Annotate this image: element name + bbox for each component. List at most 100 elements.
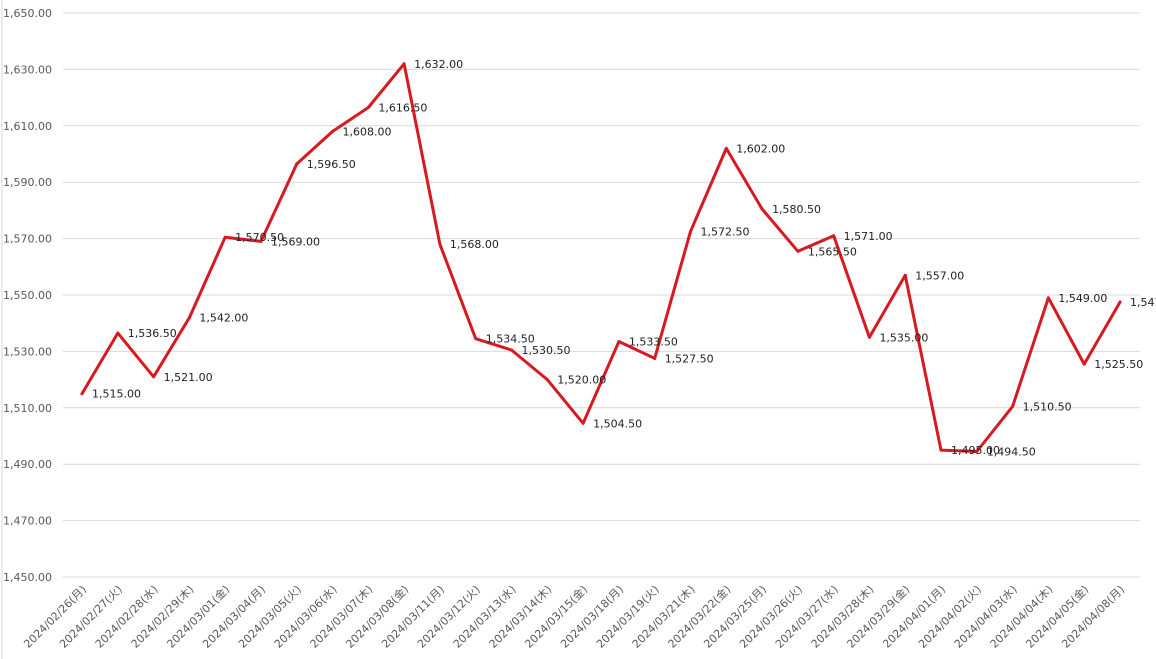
y-tick-label: 1,450.00 xyxy=(3,571,52,584)
data-label: 1,520.00 xyxy=(557,374,606,387)
x-tick-label: 2024/04/05(金) xyxy=(1023,582,1092,651)
data-point xyxy=(402,62,406,66)
series-line xyxy=(80,62,1122,453)
x-tick-label: 2024/04/01(月) xyxy=(880,583,948,651)
x-tick-label: 2024/03/19(火) xyxy=(594,583,662,651)
data-point xyxy=(653,356,657,360)
x-tick-label: 2024/02/29(木) xyxy=(129,583,197,651)
data-label: 1,533.50 xyxy=(629,336,678,349)
data-label: 1,494.50 xyxy=(987,446,1036,459)
data-label: 1,572.50 xyxy=(700,226,749,239)
x-tick-label: 2024/03/08(金) xyxy=(343,582,412,651)
data-point xyxy=(223,235,227,239)
gridlines xyxy=(63,12,1140,578)
data-label: 1,608.00 xyxy=(343,125,392,138)
x-tick-label: 2024/03/21(木) xyxy=(630,583,698,651)
y-tick-label: 1,650.00 xyxy=(3,7,52,20)
x-tick-label: 2024/04/03(水) xyxy=(952,583,1020,651)
data-label: 1,569.00 xyxy=(271,235,320,248)
data-label: 1,504.50 xyxy=(593,417,642,430)
data-label: 1,525.50 xyxy=(1094,358,1143,371)
data-label: 1,515.00 xyxy=(92,388,141,401)
data-label: 1,602.00 xyxy=(736,142,785,155)
y-tick-label: 1,510.00 xyxy=(3,402,52,415)
data-label: 1,568.00 xyxy=(450,238,499,251)
data-label: 1,570.50 xyxy=(235,231,284,244)
x-tick-label: 2024/03/11(月) xyxy=(379,583,447,651)
y-tick-label: 1,490.00 xyxy=(3,458,52,471)
data-point xyxy=(259,239,263,243)
data-point xyxy=(832,234,836,238)
data-point xyxy=(760,207,764,211)
x-tick-label: 2024/03/26(火) xyxy=(737,583,805,651)
data-point xyxy=(724,146,728,150)
x-tick-label: 2024/03/01(金) xyxy=(164,582,233,651)
data-label: 1,565.50 xyxy=(808,245,857,258)
x-tick-label: 2024/03/06(水) xyxy=(272,583,340,651)
y-tick-label: 1,530.00 xyxy=(3,345,52,358)
data-point xyxy=(152,375,156,379)
data-labels: 1,515.00 1,536.50 1,521.00 1,542.00 1,570.50… xyxy=(92,58,1156,459)
y-tick-label: 1,470.00 xyxy=(3,515,52,528)
x-axis-ticks: 2024/02/26(月)2024/02/27(火)2024/02/28(水)2… xyxy=(21,582,1127,651)
data-label: 1,521.00 xyxy=(164,371,213,384)
data-label: 1,510.50 xyxy=(1023,400,1072,413)
y-tick-label: 1,570.00 xyxy=(3,233,52,246)
data-point xyxy=(1118,300,1122,304)
x-tick-label: 2024/03/29(金) xyxy=(844,582,913,651)
data-point xyxy=(581,421,585,425)
x-tick-label: 2024/03/04(月) xyxy=(200,583,268,651)
x-tick-label: 2024/02/28(水) xyxy=(93,583,161,651)
data-label: 1,535.00 xyxy=(879,331,928,344)
data-point xyxy=(903,273,907,277)
x-tick-label: 2024/03/15(金) xyxy=(522,582,591,651)
data-point xyxy=(295,162,299,166)
data-label: 1,527.50 xyxy=(665,352,714,365)
x-tick-label: 2024/02/27(火) xyxy=(57,583,125,651)
y-tick-label: 1,590.00 xyxy=(3,176,52,189)
data-point xyxy=(80,392,84,396)
data-point xyxy=(617,340,621,344)
data-point xyxy=(796,249,800,253)
x-tick-label: 2024/03/13(水) xyxy=(451,583,519,651)
series-group xyxy=(80,62,1122,454)
x-tick-label: 2024/03/18(月) xyxy=(558,583,626,651)
x-tick-label: 2024/03/07(木) xyxy=(308,583,376,651)
data-point xyxy=(545,378,549,382)
x-tick-label: 2024/03/14(木) xyxy=(487,583,555,651)
x-tick-label: 2024/03/12(火) xyxy=(415,583,483,651)
x-tick-label: 2024/03/28(木) xyxy=(809,583,877,651)
data-point xyxy=(1082,362,1086,366)
data-point xyxy=(867,335,871,339)
data-label: 1,547.50 xyxy=(1130,296,1156,309)
data-label: 1,530.50 xyxy=(522,344,571,357)
data-label: 1,534.50 xyxy=(486,333,535,346)
y-tick-label: 1,550.00 xyxy=(3,289,52,302)
data-label: 1,542.00 xyxy=(199,312,248,325)
data-label: 1,632.00 xyxy=(414,58,463,71)
x-tick-label: 2024/03/25(月) xyxy=(701,583,769,651)
data-label: 1,495.00 xyxy=(951,444,1000,457)
data-label: 1,549.00 xyxy=(1058,292,1107,305)
data-label: 1,596.50 xyxy=(307,158,356,171)
x-tick-label: 2024/03/22(金) xyxy=(665,582,734,651)
x-tick-label: 2024/04/08(月) xyxy=(1059,583,1127,651)
data-point xyxy=(474,337,478,341)
data-point xyxy=(975,450,979,454)
data-point xyxy=(939,448,943,452)
data-point xyxy=(438,242,442,246)
data-point xyxy=(1011,404,1015,408)
data-point xyxy=(187,316,191,320)
data-label: 1,616.50 xyxy=(378,101,427,114)
y-tick-label: 1,610.00 xyxy=(3,120,52,133)
y-tick-label: 1,630.00 xyxy=(3,63,52,76)
data-point xyxy=(688,230,692,234)
data-label: 1,580.50 xyxy=(772,203,821,216)
data-point xyxy=(331,129,335,133)
data-point xyxy=(1046,296,1050,300)
data-label: 1,571.00 xyxy=(844,230,893,243)
x-tick-label: 2024/03/27(水) xyxy=(773,583,841,651)
x-tick-label: 2024/04/02(火) xyxy=(916,583,984,651)
data-label: 1,557.00 xyxy=(915,269,964,282)
